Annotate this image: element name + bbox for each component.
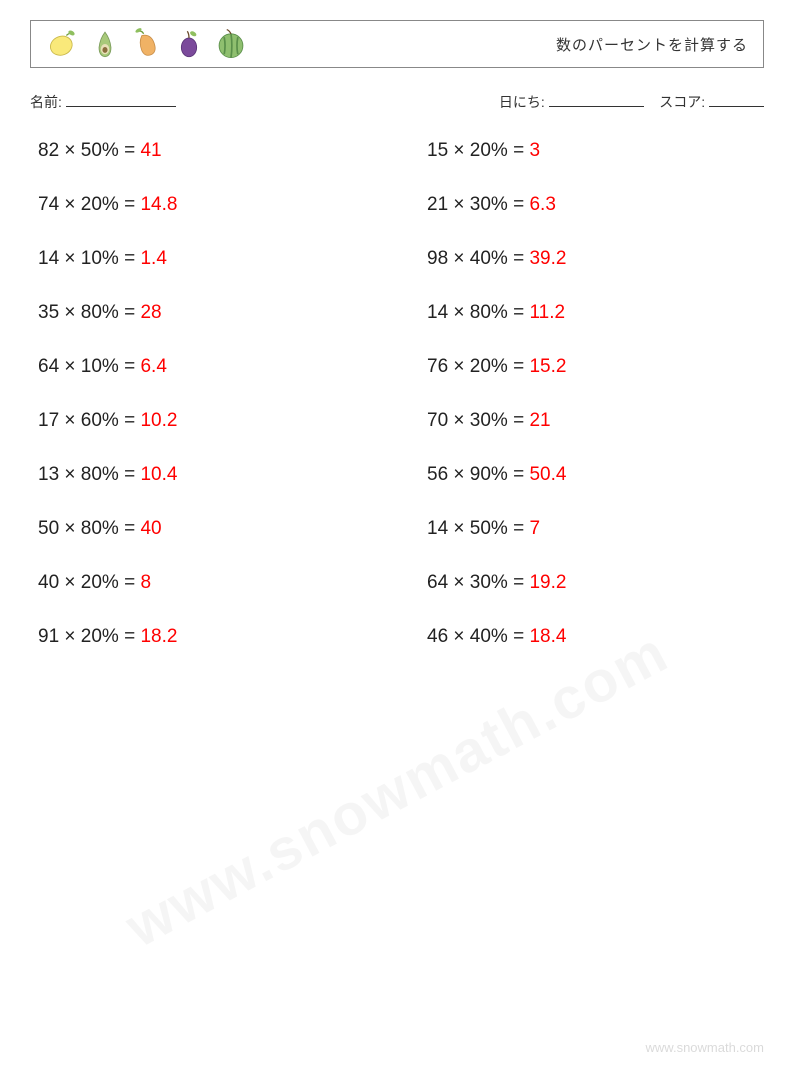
answer-value: 39.2 (529, 248, 566, 269)
answer-value: 50.4 (529, 464, 566, 485)
problems-grid: 82 × 50% = 41 74 × 20% = 14.8 14 × 10% = 1… (38, 140, 756, 680)
name-field: 名前: (30, 92, 176, 112)
problem-item: 82 × 50% = 41 (38, 140, 367, 162)
info-row: 名前: 日にち: スコア: (30, 92, 764, 112)
column-2: 15 × 20% = 3 21 × 30% = 6.3 98 × 40% = 39.… (427, 140, 756, 680)
answer-value: 41 (140, 140, 161, 161)
answer-value: 8 (140, 572, 151, 593)
answer-value: 6.3 (529, 194, 555, 215)
problem-item: 14 × 80% = 11.2 (427, 302, 756, 324)
problem-item: 40 × 20% = 8 (38, 572, 367, 594)
problem-item: 21 × 30% = 6.3 (427, 194, 756, 216)
worksheet-title: 数のパーセントを計算する (556, 34, 748, 55)
answer-value: 14.8 (140, 194, 177, 215)
problem-item: 13 × 80% = 10.4 (38, 464, 367, 486)
problem-item: 91 × 20% = 18.2 (38, 626, 367, 648)
watermelon-icon (214, 27, 248, 61)
header-box: 数のパーセントを計算する (30, 20, 764, 68)
answer-value: 40 (140, 518, 161, 539)
answer-value: 19.2 (529, 572, 566, 593)
answer-value: 10.4 (140, 464, 177, 485)
avocado-icon (88, 27, 122, 61)
name-blank (66, 93, 176, 107)
problem-item: 14 × 10% = 1.4 (38, 248, 367, 270)
answer-value: 15.2 (529, 356, 566, 377)
problem-item: 14 × 50% = 7 (427, 518, 756, 540)
problem-item: 17 × 60% = 10.2 (38, 410, 367, 432)
answer-value: 6.4 (140, 356, 166, 377)
answer-value: 10.2 (140, 410, 177, 431)
problem-item: 74 × 20% = 14.8 (38, 194, 367, 216)
problem-item: 76 × 20% = 15.2 (427, 356, 756, 378)
answer-value: 1.4 (140, 248, 166, 269)
mango-icon (130, 27, 164, 61)
problem-item: 15 × 20% = 3 (427, 140, 756, 162)
problem-item: 35 × 80% = 28 (38, 302, 367, 324)
lemon-icon (46, 27, 80, 61)
answer-value: 28 (140, 302, 161, 323)
answer-value: 11.2 (529, 302, 565, 323)
problem-item: 64 × 10% = 6.4 (38, 356, 367, 378)
date-label: 日にち: (499, 94, 545, 110)
problem-item: 98 × 40% = 39.2 (427, 248, 756, 270)
problem-item: 56 × 90% = 50.4 (427, 464, 756, 486)
problem-item: 50 × 80% = 40 (38, 518, 367, 540)
date-blank (549, 93, 644, 107)
answer-value: 18.4 (529, 626, 566, 647)
score-blank (709, 93, 764, 107)
fruit-icons (46, 27, 248, 61)
problem-item: 46 × 40% = 18.4 (427, 626, 756, 648)
problem-item: 70 × 30% = 21 (427, 410, 756, 432)
problem-item: 64 × 30% = 19.2 (427, 572, 756, 594)
column-1: 82 × 50% = 41 74 × 20% = 14.8 14 × 10% = 1… (38, 140, 367, 680)
plum-icon (172, 27, 206, 61)
answer-value: 18.2 (140, 626, 177, 647)
answer-value: 3 (529, 140, 540, 161)
date-score-group: 日にち: スコア: (499, 92, 764, 112)
answer-value: 7 (529, 518, 540, 539)
name-label: 名前: (30, 94, 62, 110)
answer-value: 21 (529, 410, 550, 431)
score-label: スコア: (659, 94, 705, 110)
